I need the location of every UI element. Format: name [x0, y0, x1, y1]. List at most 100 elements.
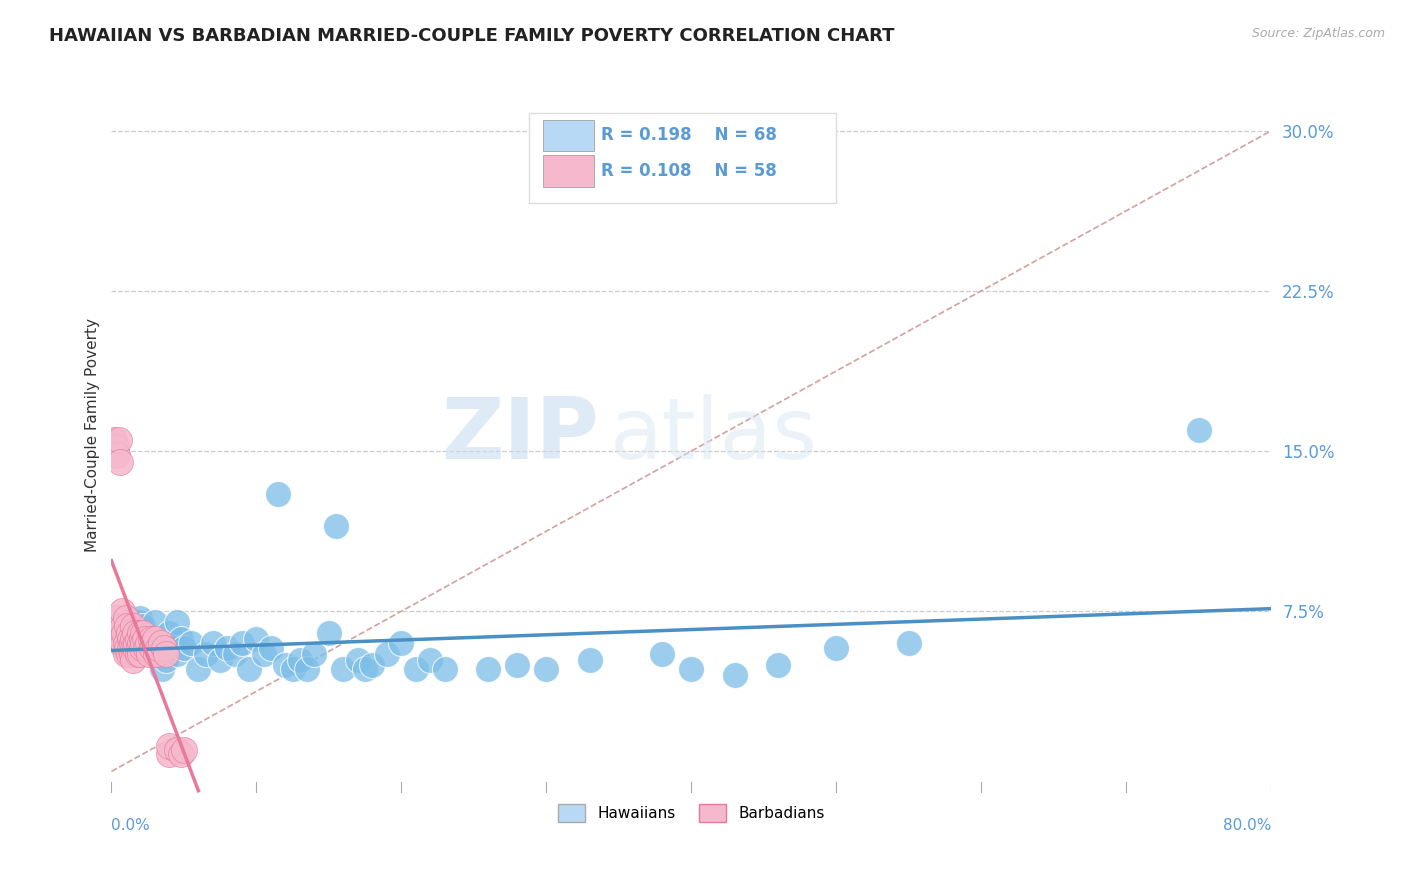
Point	[120, 640, 142, 655]
Point	[129, 625, 152, 640]
Point	[825, 640, 848, 655]
Point	[136, 647, 159, 661]
Point	[245, 632, 267, 646]
Point	[122, 653, 145, 667]
Point	[146, 640, 169, 655]
Point	[115, 647, 138, 661]
Point	[389, 636, 412, 650]
Point	[155, 653, 177, 667]
Point	[122, 619, 145, 633]
Point	[127, 647, 149, 661]
Text: ZIP: ZIP	[440, 393, 599, 476]
Point	[681, 662, 703, 676]
Point	[117, 640, 139, 655]
Point	[127, 632, 149, 646]
Text: atlas: atlas	[610, 393, 818, 476]
Point	[170, 632, 193, 646]
Point	[361, 657, 384, 672]
Point	[260, 640, 283, 655]
Point	[125, 636, 148, 650]
Point	[194, 647, 217, 661]
Point	[536, 662, 558, 676]
Point	[121, 636, 143, 650]
Point	[201, 636, 224, 650]
Text: R = 0.198    N = 68: R = 0.198 N = 68	[600, 127, 776, 145]
Point	[325, 519, 347, 533]
FancyBboxPatch shape	[529, 113, 837, 202]
Point	[375, 647, 398, 661]
Point	[354, 662, 377, 676]
Text: R = 0.108    N = 58: R = 0.108 N = 58	[600, 162, 776, 180]
Point	[170, 747, 193, 762]
Point	[295, 662, 318, 676]
Text: HAWAIIAN VS BARBADIAN MARRIED-COUPLE FAMILY POVERTY CORRELATION CHART: HAWAIIAN VS BARBADIAN MARRIED-COUPLE FAM…	[49, 27, 894, 45]
Point	[157, 739, 180, 753]
Point	[134, 632, 156, 646]
Point	[281, 662, 304, 676]
Point	[122, 647, 145, 661]
Point	[115, 636, 138, 650]
Point	[132, 636, 155, 650]
Point	[122, 632, 145, 646]
Y-axis label: Married-Couple Family Poverty: Married-Couple Family Poverty	[86, 318, 100, 552]
Point	[142, 636, 165, 650]
Point	[114, 625, 136, 640]
Point	[173, 640, 195, 655]
Point	[129, 647, 152, 661]
Point	[267, 487, 290, 501]
Point	[578, 653, 600, 667]
Point	[129, 625, 152, 640]
Point	[419, 653, 441, 667]
Point	[157, 625, 180, 640]
FancyBboxPatch shape	[543, 155, 593, 187]
Point	[122, 640, 145, 655]
Point	[118, 625, 141, 640]
Point	[152, 640, 174, 655]
Point	[104, 440, 127, 454]
Point	[129, 636, 152, 650]
Point	[124, 640, 146, 655]
Point	[143, 632, 166, 646]
Point	[405, 662, 427, 676]
Point	[433, 662, 456, 676]
Point	[166, 647, 188, 661]
Point	[238, 662, 260, 676]
Point	[146, 647, 169, 661]
Point	[115, 625, 138, 640]
FancyBboxPatch shape	[543, 120, 593, 151]
Text: 80.0%: 80.0%	[1223, 819, 1271, 833]
Point	[651, 647, 673, 661]
Point	[143, 615, 166, 629]
Point	[127, 615, 149, 629]
Point	[136, 636, 159, 650]
Point	[138, 647, 160, 661]
Point	[131, 640, 153, 655]
Point	[187, 662, 209, 676]
Point	[155, 647, 177, 661]
Point	[252, 647, 274, 661]
Point	[107, 632, 129, 646]
Point	[304, 647, 326, 661]
Point	[117, 619, 139, 633]
Point	[121, 647, 143, 661]
Point	[217, 640, 239, 655]
Point	[135, 640, 157, 655]
Point	[141, 632, 163, 646]
Point	[897, 636, 920, 650]
Point	[129, 610, 152, 624]
Point	[1187, 423, 1209, 437]
Text: Source: ZipAtlas.com: Source: ZipAtlas.com	[1251, 27, 1385, 40]
Point	[132, 619, 155, 633]
Point	[103, 434, 125, 448]
Point	[132, 640, 155, 655]
Point	[209, 653, 232, 667]
Point	[224, 647, 246, 661]
Point	[110, 604, 132, 618]
Point	[231, 636, 253, 650]
Point	[162, 636, 184, 650]
Point	[136, 636, 159, 650]
Point	[166, 743, 188, 757]
Point	[150, 636, 173, 650]
Point	[318, 625, 340, 640]
Point	[120, 632, 142, 646]
